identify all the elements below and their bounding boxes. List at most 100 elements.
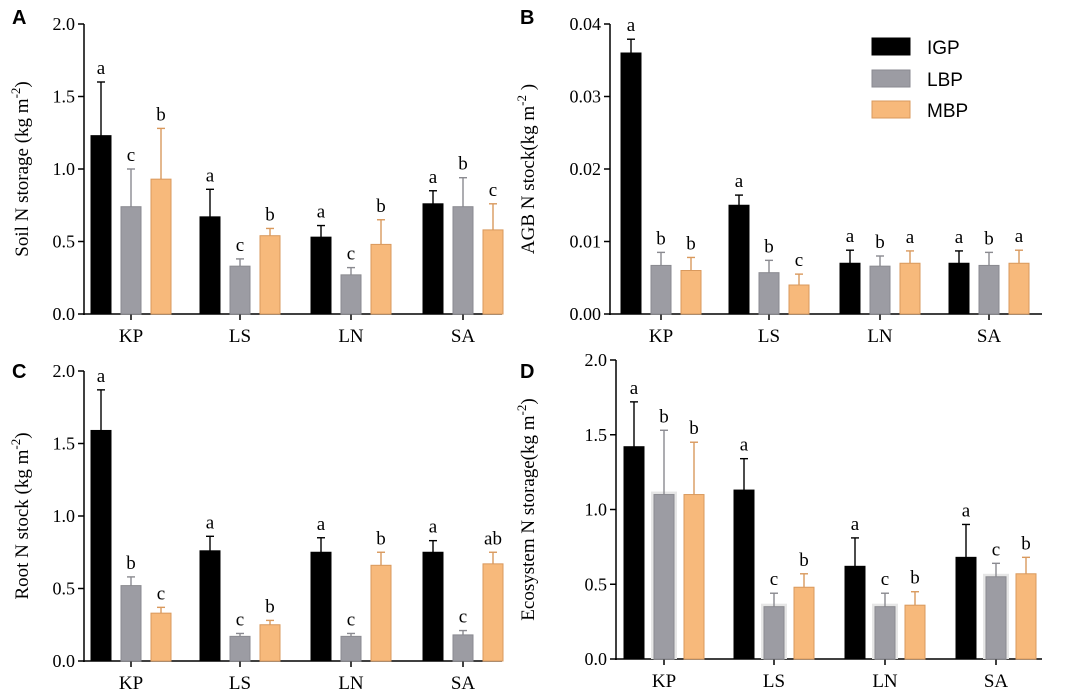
significance-letter: c bbox=[992, 539, 1000, 560]
bar-igp bbox=[620, 52, 642, 315]
significance-letter: b bbox=[126, 553, 136, 574]
y-tick-label: 0.5 bbox=[585, 574, 608, 594]
significance-letter: b bbox=[156, 104, 166, 125]
bar-mbp bbox=[904, 604, 926, 660]
y-tick-label: 0.01 bbox=[570, 232, 602, 252]
bar-mbp bbox=[150, 612, 172, 662]
x-tick-label: LS bbox=[229, 673, 251, 691]
legend: IGP LBP MBP bbox=[871, 37, 968, 122]
y-tick-label: 2.0 bbox=[53, 361, 76, 381]
significance-letter: a bbox=[97, 58, 106, 79]
x-tick-label: KP bbox=[652, 671, 676, 691]
y-axis-label: Ecosystem N storage(kg m-2) bbox=[514, 398, 539, 620]
y-tick-label: 0.0 bbox=[53, 651, 76, 671]
y-axis-label: Soil N storage (kg m-2) bbox=[8, 81, 33, 257]
bar-igp bbox=[199, 550, 221, 662]
x-tick-label: KP bbox=[119, 673, 143, 691]
significance-letter: c bbox=[770, 569, 778, 590]
significance-letter: b bbox=[458, 154, 468, 175]
bar-igp bbox=[310, 551, 332, 662]
y-tick-label: 0.02 bbox=[570, 159, 602, 179]
bar-lbp bbox=[340, 274, 362, 315]
legend-swatch-igp bbox=[871, 37, 911, 56]
y-tick-label: 0.0 bbox=[53, 304, 76, 324]
significance-letter: c bbox=[795, 250, 803, 271]
bar-mbp bbox=[482, 229, 504, 315]
bar-mbp bbox=[683, 494, 705, 660]
x-tick-label: KP bbox=[119, 326, 143, 347]
bar-igp bbox=[844, 565, 866, 660]
significance-letter: b bbox=[689, 418, 699, 439]
bar-lbp bbox=[758, 272, 780, 315]
bar-mbp bbox=[370, 564, 392, 662]
significance-letter: a bbox=[851, 514, 860, 535]
x-tick-label: SA bbox=[984, 671, 1009, 691]
bar-igp bbox=[310, 236, 332, 315]
panel-d: D 0.0 0.5 1.0 1.5 2.0 Ecosystem N storage(kg m… bbox=[514, 350, 1042, 691]
significance-letter: a bbox=[630, 378, 639, 399]
legend-label-mbp: MBP bbox=[927, 101, 968, 122]
significance-letter: c bbox=[347, 244, 355, 265]
significance-letter: b bbox=[265, 596, 275, 617]
significance-letter: c bbox=[127, 145, 135, 166]
y-tick-label: 1.0 bbox=[585, 500, 608, 520]
x-tick-label: SA bbox=[451, 673, 476, 691]
bar-lbp bbox=[120, 206, 142, 315]
bar-lbp bbox=[229, 635, 251, 662]
bar-igp bbox=[199, 216, 221, 315]
significance-letter: a bbox=[206, 165, 215, 186]
x-tick-label: LS bbox=[229, 326, 251, 347]
x-tick-label: LN bbox=[338, 673, 364, 691]
bar-mbp bbox=[788, 284, 810, 315]
bar-lbp bbox=[869, 265, 891, 315]
bar-lbp bbox=[229, 265, 251, 315]
bar-igp bbox=[90, 135, 112, 315]
significance-letter: ab bbox=[484, 528, 502, 549]
bar-igp bbox=[422, 551, 444, 662]
bar-igp bbox=[839, 262, 861, 315]
panel-letter: D bbox=[520, 361, 534, 383]
y-tick-label: 0.0 bbox=[585, 649, 608, 669]
bar-igp bbox=[422, 203, 444, 315]
y-axis-label: Root N stock (kg m-2) bbox=[8, 432, 33, 599]
legend-label-igp: IGP bbox=[927, 38, 960, 59]
significance-letter: a bbox=[955, 227, 964, 248]
significance-letter: c bbox=[236, 609, 244, 630]
panel-letter: B bbox=[520, 7, 534, 29]
significance-letter: a bbox=[740, 435, 749, 456]
significance-letter: a bbox=[846, 226, 855, 247]
significance-letter: b bbox=[265, 204, 275, 225]
significance-letter: a bbox=[962, 500, 971, 521]
y-axis-label: AGB N stock(kg m-2 ) bbox=[514, 84, 539, 254]
x-tick-label: KP bbox=[649, 326, 673, 347]
significance-letter: a bbox=[317, 202, 326, 223]
x-tick-label: LS bbox=[758, 326, 780, 347]
bar-mbp bbox=[482, 563, 504, 662]
bar-lbp bbox=[340, 635, 362, 662]
significance-letter: a bbox=[429, 167, 438, 188]
legend-swatch-lbp bbox=[871, 69, 911, 88]
bar-mbp bbox=[793, 586, 815, 660]
panel-a: A 0.0 0.5 1.0 1.5 2.0 Soil N storage (kg m-2) K… bbox=[8, 7, 504, 347]
significance-letter: c bbox=[489, 180, 497, 201]
significance-letter: b bbox=[764, 236, 774, 257]
y-tick-label: 2.0 bbox=[585, 350, 608, 370]
significance-letter: a bbox=[735, 171, 744, 192]
y-tick-label: 0.5 bbox=[53, 579, 76, 599]
x-tick-label: LN bbox=[872, 671, 898, 691]
bar-igp bbox=[90, 429, 112, 662]
significance-letter: c bbox=[347, 609, 355, 630]
bar-igp bbox=[948, 262, 970, 315]
bar-mbp bbox=[259, 235, 281, 315]
y-tick-label: 0.04 bbox=[570, 14, 602, 34]
significance-letter: a bbox=[317, 514, 326, 535]
y-tick-label: 1.0 bbox=[53, 506, 76, 526]
bar-mbp bbox=[899, 262, 921, 315]
significance-letter: b bbox=[799, 550, 809, 571]
bar-lbp bbox=[978, 264, 1000, 315]
bar-igp bbox=[623, 446, 645, 660]
y-tick-label: 0.5 bbox=[53, 232, 76, 252]
bar-lbp bbox=[763, 606, 785, 660]
bar-igp bbox=[733, 489, 755, 660]
